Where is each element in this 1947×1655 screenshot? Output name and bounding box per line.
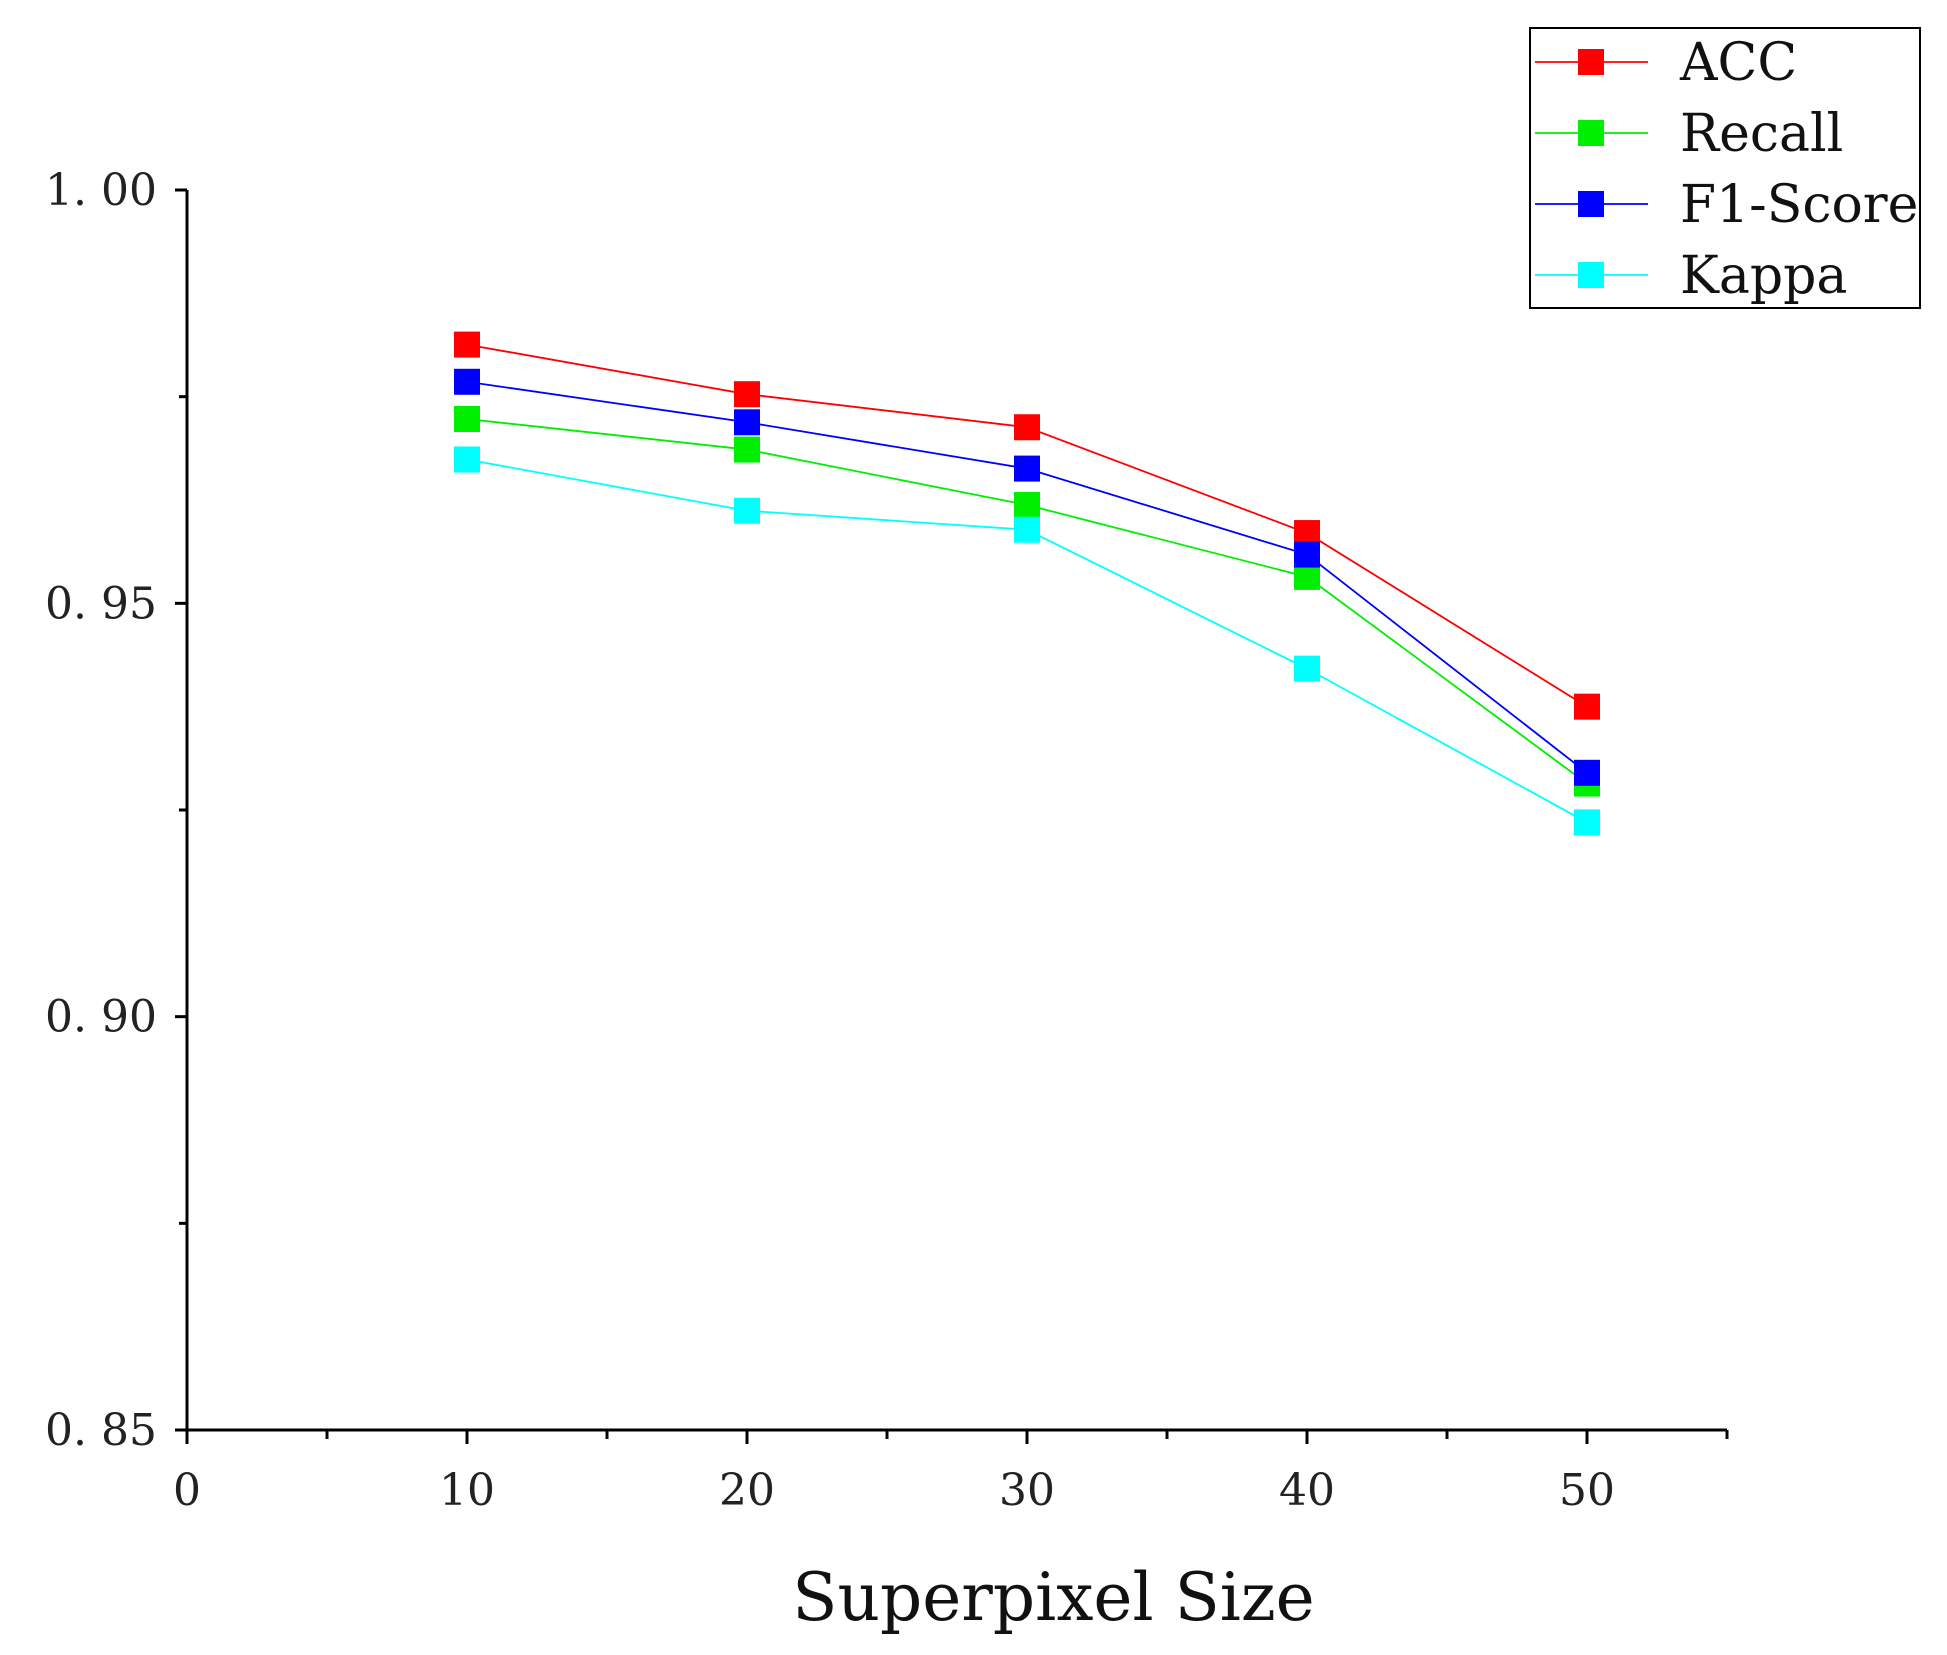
- series-kappa: [454, 446, 1600, 836]
- data-point: [734, 497, 760, 524]
- data-point: [454, 368, 480, 395]
- x-tick-label: 0: [173, 1465, 201, 1516]
- legend-item: Kappa: [1535, 246, 1847, 306]
- data-point: [1294, 563, 1320, 590]
- legend-marker: [1578, 262, 1604, 288]
- data-point: [734, 436, 760, 463]
- legend-label: F1-Score: [1680, 175, 1918, 235]
- series-acc: [454, 331, 1600, 720]
- data-point: [1014, 491, 1040, 518]
- series-line: [466, 380, 1588, 774]
- legend-item: ACC: [1535, 33, 1797, 93]
- legend-item: Recall: [1535, 104, 1843, 164]
- x-tick-label: 30: [999, 1465, 1055, 1516]
- data-point: [1014, 455, 1040, 482]
- data-point: [1294, 655, 1320, 682]
- y-tick-label: 0. 85: [45, 1405, 157, 1456]
- series-f1-score: [454, 368, 1600, 786]
- data-point: [1574, 693, 1600, 720]
- legend-label: ACC: [1679, 33, 1797, 93]
- legend: ACC Recall F1-Score Kappa: [1529, 27, 1921, 309]
- data-point: [734, 381, 760, 408]
- data-point: [1014, 414, 1040, 441]
- legend-marker: [1578, 191, 1604, 217]
- x-tick-label: 40: [1279, 1465, 1335, 1516]
- y-tick-label: 0. 90: [45, 992, 157, 1043]
- x-tick-label: 50: [1559, 1465, 1615, 1516]
- x-tick-label: 10: [439, 1465, 495, 1516]
- data-point: [734, 409, 760, 436]
- data-point: [454, 331, 480, 358]
- x-axis-title: Superpixel Size: [792, 1559, 1314, 1636]
- legend-item: F1-Score: [1535, 175, 1918, 235]
- data-point: [454, 405, 480, 432]
- data-point: [454, 446, 480, 473]
- data-point: [1574, 809, 1600, 836]
- x-tick-label: 20: [719, 1465, 775, 1516]
- data-point: [1294, 541, 1320, 568]
- axes: 0. 85 0. 90 0. 95 1. 00 0 10 20 30 40 50: [45, 165, 1729, 1516]
- series-layer: [454, 331, 1600, 836]
- y-tick-label: 0. 95: [45, 578, 157, 629]
- data-point: [1014, 516, 1040, 543]
- legend-label: Recall: [1680, 104, 1843, 164]
- legend-label: Kappa: [1680, 246, 1847, 306]
- legend-marker: [1578, 49, 1604, 75]
- y-tick-label: 1. 00: [45, 165, 157, 216]
- legend-marker: [1578, 120, 1604, 146]
- data-point: [1574, 759, 1600, 786]
